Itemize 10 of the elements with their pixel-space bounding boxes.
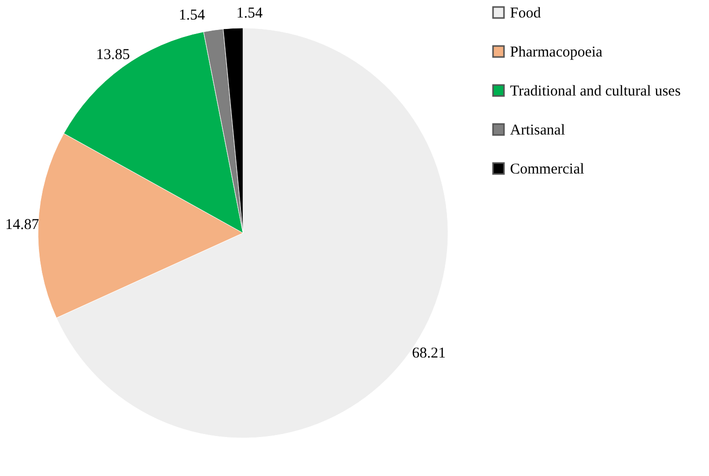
data-label: 14.87 — [5, 217, 40, 234]
data-label: 68.21 — [412, 346, 446, 362]
data-label: 13.85 — [96, 47, 130, 64]
legend-label: Artisanal — [510, 122, 565, 138]
legend-label: Traditional and cultural uses — [510, 84, 681, 100]
data-label: 1.54 — [178, 7, 206, 24]
legend-label: Food — [510, 6, 542, 22]
legend-label: Pharmacopoeia — [510, 44, 603, 60]
data-label: 1.54 — [236, 5, 264, 22]
legend-label: Commercial — [510, 162, 584, 178]
